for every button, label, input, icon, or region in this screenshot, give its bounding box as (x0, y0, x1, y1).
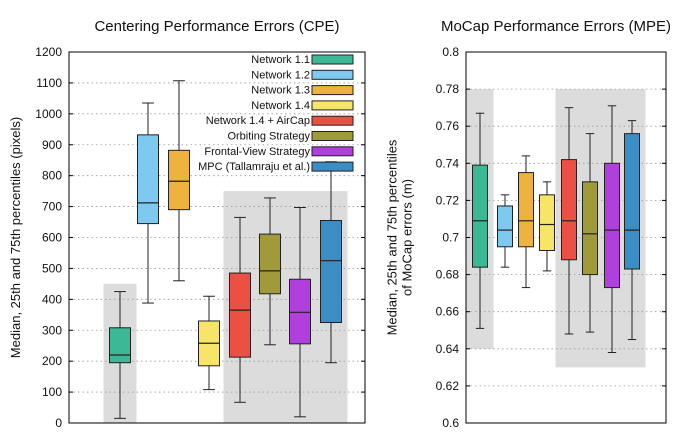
y-tick-label: 500 (42, 261, 62, 275)
legend-swatch (311, 161, 354, 172)
box-iqr (518, 172, 534, 248)
y-tick-label: 900 (42, 138, 62, 152)
y-tick-label: 0.6 (442, 416, 459, 430)
y-tick-label: 1100 (36, 76, 62, 90)
box-iqr (320, 219, 342, 324)
legend-item-6: Orbiting Strategy (227, 131, 354, 143)
y-tick-label: 0.66 (436, 305, 460, 319)
box-3 (168, 80, 190, 282)
legend: Network 1.1 Network 1.2 Network 1.3 Network… (198, 54, 354, 173)
y-tick-label: 100 (42, 385, 62, 399)
y-tick-label: 0.7 (442, 231, 459, 245)
legend-label: Network 1.3 (251, 85, 310, 97)
legend-label: MPC (Tallamraju et al.) (198, 161, 310, 173)
y-axis-label-line: Median, 25th and 75th percentiles (pixel… (8, 117, 23, 358)
legend-label: Network 1.4 (251, 100, 310, 112)
legend-swatch (311, 146, 354, 157)
legend-item-4: Network 1.4 (251, 100, 354, 112)
legend-swatch (311, 85, 354, 96)
legend-label: Frontal-View Strategy (204, 146, 310, 158)
y-tick-label: 0.68 (436, 268, 460, 282)
legend-item-2: Network 1.2 (251, 69, 354, 81)
box-iqr (109, 327, 131, 364)
box-iqr (582, 181, 598, 276)
box-4 (539, 181, 555, 272)
legend-item-7: Frontal-View Strategy (204, 146, 354, 158)
box-2 (137, 102, 159, 304)
box-7 (604, 105, 620, 354)
plot-frame (465, 51, 667, 424)
box-iqr (604, 162, 620, 289)
y-tick-label: 0.64 (436, 342, 460, 356)
panel-1: 0 100 200 300 400 500 600 700 800 900 1000 1100 1200… (8, 18, 366, 430)
y-tick-label: 0.72 (436, 193, 460, 207)
box-1 (472, 112, 488, 329)
y-tick-label: 600 (42, 231, 62, 245)
chart-title: Centering Performance Errors (CPE) (94, 18, 339, 35)
y-tick-label: 0 (55, 416, 62, 430)
legend-item-5: Network 1.4 + AirCap (206, 115, 354, 127)
legend-item-8: MPC (Tallamraju et al.) (198, 161, 354, 173)
box-iqr (289, 278, 311, 345)
y-axis-label-line: Median, 25th and 75th percentiles (385, 139, 400, 335)
chart-title: MoCap Performance Errors (MPE) (441, 18, 671, 35)
y-tick-label: 0.76 (436, 119, 460, 133)
box-iqr (539, 194, 555, 251)
box-3 (518, 155, 534, 289)
y-tick-label: 800 (42, 169, 62, 183)
y-tick-label: 1000 (35, 107, 62, 121)
box-iqr (229, 272, 251, 358)
y-axis-label: Median, 25th and 75th percentilesof MoCa… (385, 139, 415, 335)
box-iqr (137, 134, 159, 225)
box-iqr (624, 133, 640, 270)
legend-label: Network 1.4 + AirCap (206, 115, 310, 127)
y-tick-label: 0.74 (436, 156, 460, 170)
y-axis-label: Median, 25th and 75th percentiles (pixel… (8, 117, 23, 358)
box-7 (289, 207, 311, 418)
legend-item-1: Network 1.1 (251, 54, 354, 66)
box-6 (259, 197, 281, 346)
legend-swatch (311, 69, 354, 80)
legend-swatch (311, 54, 354, 65)
y-tick-label: 0.78 (436, 82, 460, 96)
y-tick-label: 0.62 (436, 379, 460, 393)
box-8 (624, 120, 640, 341)
box-iqr (259, 233, 281, 295)
y-tick-label: 0.8 (442, 45, 459, 59)
y-tick-label: 200 (42, 354, 62, 368)
legend-label: Network 1.2 (251, 69, 310, 81)
box-iqr (168, 149, 190, 211)
box-4 (198, 295, 220, 391)
box-1 (109, 291, 131, 419)
plot-frame (68, 51, 366, 424)
box-6 (582, 133, 598, 333)
y-axis-label-line: of MoCap errors (m) (400, 179, 415, 296)
legend-label: Network 1.1 (251, 54, 310, 66)
box-5 (229, 216, 251, 403)
box-iqr (561, 159, 577, 261)
legend-swatch (311, 131, 354, 141)
panel-2: 0.6 0.62 0.64 0.66 0.68 0.7 0.72 0.74 0.76 0.78 0.… (385, 18, 672, 430)
y-tick-label: 700 (42, 200, 62, 214)
y-tick-label: 300 (42, 323, 62, 337)
y-tick-label: 400 (42, 292, 62, 306)
box-iqr (497, 205, 513, 248)
legend-swatch (311, 100, 354, 111)
legend-item-3: Network 1.3 (251, 85, 354, 97)
legend-label: Orbiting Strategy (227, 131, 310, 143)
box-iqr (472, 164, 488, 268)
box-2 (497, 194, 513, 268)
y-tick-label: 1200 (35, 45, 62, 59)
box-5 (561, 107, 577, 335)
legend-swatch (311, 115, 354, 126)
